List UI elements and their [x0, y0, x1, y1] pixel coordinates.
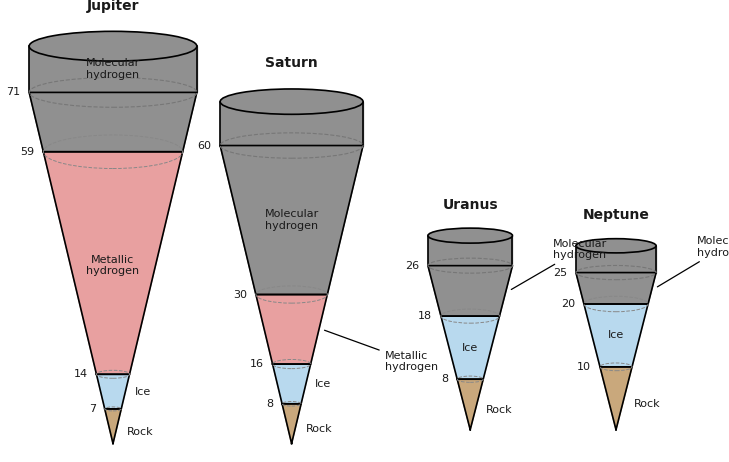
Polygon shape [457, 379, 483, 430]
Text: Metallic
hydrogen: Metallic hydrogen [324, 330, 437, 372]
Text: Ice: Ice [316, 379, 332, 389]
Text: 16: 16 [250, 359, 264, 369]
Polygon shape [600, 367, 632, 430]
Text: Ice: Ice [462, 343, 478, 353]
Text: 25: 25 [553, 267, 567, 278]
Polygon shape [428, 266, 512, 316]
Ellipse shape [428, 228, 512, 243]
Text: Molecular
hydrogen: Molecular hydrogen [265, 209, 319, 231]
Polygon shape [43, 152, 183, 374]
Polygon shape [96, 374, 130, 409]
Text: Rock: Rock [486, 405, 512, 415]
Polygon shape [584, 304, 648, 367]
Polygon shape [428, 236, 512, 266]
Text: Molecular
hydrogen: Molecular hydrogen [86, 59, 140, 80]
Text: Rock: Rock [127, 427, 153, 437]
Text: Uranus: Uranus [443, 198, 498, 212]
Text: Ice: Ice [135, 387, 151, 396]
Text: Rock: Rock [306, 424, 332, 434]
Polygon shape [273, 364, 311, 404]
Ellipse shape [576, 239, 656, 253]
Text: 10: 10 [577, 362, 591, 372]
Text: Neptune: Neptune [582, 208, 650, 223]
Polygon shape [105, 409, 121, 444]
Polygon shape [576, 246, 656, 273]
Text: 14: 14 [74, 369, 87, 379]
Text: Jupiter: Jupiter [87, 0, 139, 13]
Ellipse shape [29, 31, 197, 61]
Text: Rock: Rock [634, 399, 660, 409]
Text: Metallic
hydrogen: Metallic hydrogen [87, 255, 139, 276]
Text: 59: 59 [20, 147, 34, 157]
Text: 8: 8 [266, 399, 273, 409]
Ellipse shape [220, 89, 363, 114]
Text: 71: 71 [7, 87, 20, 97]
Text: 30: 30 [233, 290, 247, 299]
Text: 20: 20 [561, 299, 575, 309]
Text: Saturn: Saturn [265, 56, 318, 71]
Text: 26: 26 [405, 261, 419, 271]
Text: 8: 8 [441, 374, 448, 384]
Text: Molecular
hydrogen: Molecular hydrogen [658, 236, 729, 287]
Polygon shape [29, 46, 197, 92]
Text: 7: 7 [89, 404, 96, 414]
Text: 18: 18 [418, 311, 432, 321]
Polygon shape [29, 92, 197, 152]
Text: 60: 60 [198, 140, 211, 151]
Polygon shape [576, 273, 656, 304]
Polygon shape [256, 295, 327, 364]
Polygon shape [282, 404, 301, 444]
Text: Molecular
hydrogen: Molecular hydrogen [511, 238, 607, 290]
Polygon shape [220, 102, 363, 146]
Polygon shape [441, 316, 499, 379]
Polygon shape [220, 146, 363, 295]
Text: Ice: Ice [608, 330, 624, 340]
